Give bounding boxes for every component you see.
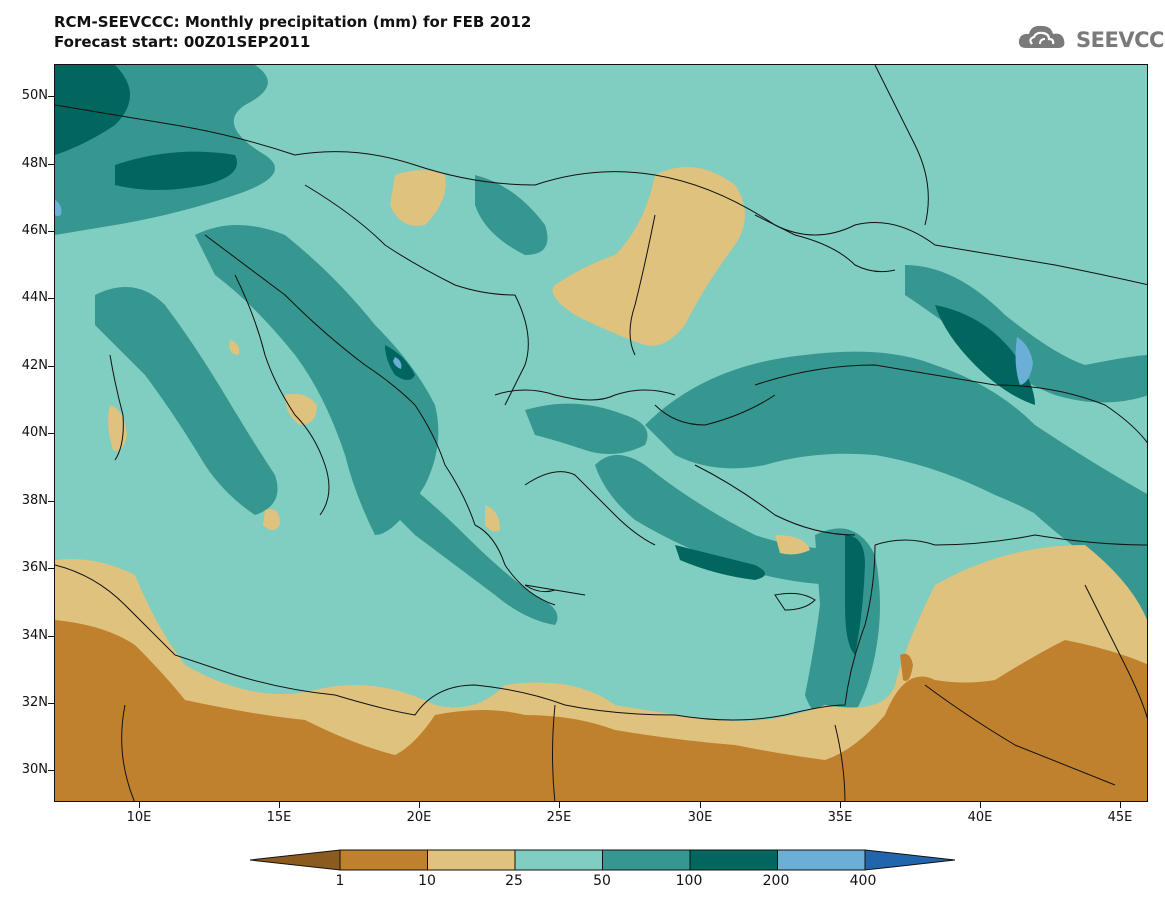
colorbar-swatch xyxy=(689,849,778,871)
colorbar-label: 100 xyxy=(675,873,703,889)
colorbar-swatches xyxy=(249,849,956,871)
lat-label: 42N xyxy=(21,358,48,373)
colorbar-label: 1 xyxy=(335,873,345,889)
lat-label: 38N xyxy=(21,493,48,508)
seevccc-logo: SEEVCCC xyxy=(1018,22,1165,57)
lat-label: 48N xyxy=(21,156,48,171)
colorbar-label: 10 xyxy=(418,873,436,889)
lon-label: 30E xyxy=(687,810,713,825)
lon-label: 35E xyxy=(827,810,853,825)
colorbar-swatch xyxy=(514,849,603,871)
lat-label: 32N xyxy=(21,695,48,710)
regions-1-10 xyxy=(55,620,1147,801)
regions-100-200 xyxy=(55,65,1035,655)
colorbar-label: 200 xyxy=(762,873,790,889)
colorbar-swatch xyxy=(339,849,428,871)
colorbar-swatch xyxy=(864,849,956,871)
lat-label: 46N xyxy=(21,223,48,238)
lon-label: 20E xyxy=(406,810,432,825)
lon-label: 10E xyxy=(126,810,152,825)
colorbar-label: 50 xyxy=(593,873,611,889)
colorbar-swatch xyxy=(777,849,866,871)
map-title: RCM-SEEVCCC: Monthly precipitation (mm) … xyxy=(54,12,531,52)
logo-text: SEEVCCC xyxy=(1076,27,1165,52)
lon-label: 45E xyxy=(1107,810,1133,825)
lat-label: 44N xyxy=(21,290,48,305)
colorbar-label: 25 xyxy=(505,873,523,889)
lon-label: 25E xyxy=(546,810,572,825)
lon-label: 40E xyxy=(967,810,993,825)
title-line-2: Forecast start: 00Z01SEP2011 xyxy=(54,33,311,51)
lat-label: 30N xyxy=(21,762,48,777)
regions-50-100 xyxy=(55,65,1147,725)
lat-label: 36N xyxy=(21,560,48,575)
colorbar-label: 400 xyxy=(849,873,877,889)
lat-label: 34N xyxy=(21,628,48,643)
coastlines xyxy=(55,65,1147,801)
title-line-1: RCM-SEEVCCC: Monthly precipitation (mm) … xyxy=(54,13,532,31)
lon-label: 15E xyxy=(266,810,292,825)
colorbar-swatch xyxy=(602,849,691,871)
lat-label: 50N xyxy=(21,88,48,103)
colorbar-swatch xyxy=(427,849,516,871)
lat-label: 40N xyxy=(21,425,48,440)
map-canvas xyxy=(55,65,1147,801)
cloud-icon xyxy=(1018,22,1074,57)
precipitation-map xyxy=(54,64,1148,802)
colorbar-swatch xyxy=(249,849,341,871)
regions-200-400 xyxy=(55,200,1033,385)
colorbar xyxy=(249,848,956,879)
